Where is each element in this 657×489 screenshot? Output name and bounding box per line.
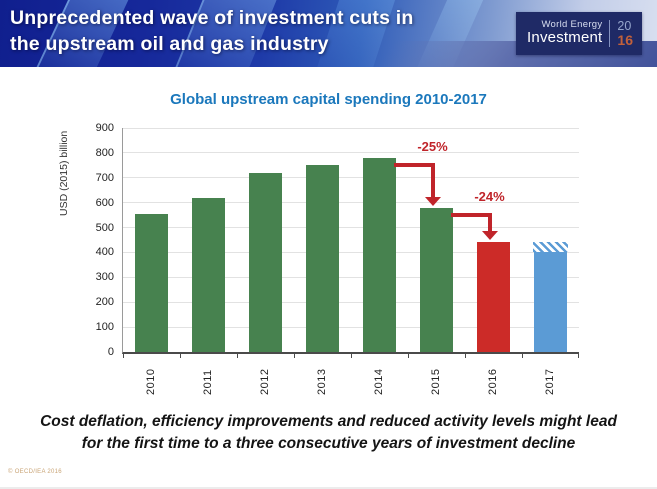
y-tick-0: 0 [107,346,114,358]
slide-title-line1: Unprecedented wave of investment cuts in [10,7,414,29]
y-tick-200: 200 [95,296,114,309]
x-tick-mark [465,353,466,358]
x-label-2010: 2010 [144,368,157,395]
gridline-200 [123,301,579,303]
gridline-300 [123,276,579,278]
x-tick-mark [351,353,352,358]
logo-year-bottom: 16 [617,31,633,48]
bar-2012 [249,172,282,352]
bar-2016 [477,242,510,352]
y-axis-ticks: 0 100 200 300 400 500 600 700 800 900 [78,122,114,358]
x-tick-mark [294,353,295,358]
x-tick-mark [522,353,523,358]
bar-2011 [192,197,225,352]
y-tick-900: 900 [95,122,114,134]
takeaway-line1: Cost deflation, efficiency improvements … [40,413,617,430]
x-tick-mark [408,353,409,358]
x-label-2015: 2015 [429,368,442,395]
hatched-range-2017 [533,242,568,253]
logo-year: 20 16 [617,18,633,48]
bar-2017 [534,252,567,352]
x-label-2013: 2013 [315,368,328,395]
chart-title: Global upstream capital spending 2010-20… [170,91,487,108]
x-label-2017: 2017 [543,368,556,395]
takeaway-line2: for the first time to a three consecutiv… [81,435,576,452]
gridline-900 [123,127,579,129]
header-decoration [411,0,489,67]
bar-2014 [363,157,396,352]
logo-brand: World Energy Investment [527,19,603,47]
x-tick-mark [123,353,124,358]
slide-title: Unprecedented wave of investment cuts in… [10,6,414,58]
annotation-arrowhead-1 [481,231,498,241]
gridline-100 [123,326,579,328]
gridline-800 [123,152,579,154]
annotation-arrow-horizontal-0 [394,162,435,167]
y-tick-800: 800 [95,146,114,159]
logo-brand-line1: World Energy [541,19,603,31]
gridline-400 [123,251,579,253]
annotation-label-1: -24% [474,188,505,204]
y-tick-100: 100 [95,321,114,334]
world-energy-investment-logo: World Energy Investment 20 16 [516,12,642,55]
x-tick-mark [237,353,238,358]
y-tick-700: 700 [95,171,114,184]
x-label-2016: 2016 [486,368,499,395]
plot-area: 2010 2011 2012 2013 2014 2015 2016 2017 -25% -24% [122,127,579,395]
bar-2013 [306,165,339,352]
y-tick-600: 600 [95,196,114,209]
x-label-2012: 2012 [258,368,271,395]
annotation-arrow-horizontal-1 [451,212,492,217]
slide-title-line2: the upstream oil and gas industry [10,32,329,55]
gridline-700 [123,177,579,179]
x-label-2014: 2014 [372,368,385,395]
y-tick-300: 300 [95,271,114,284]
logo-brand-line2: Investment [527,29,603,47]
logo-divider [609,20,611,47]
x-tick-mark [578,353,579,358]
y-tick-500: 500 [95,221,114,234]
annotation-arrowhead-0 [424,196,441,206]
y-tick-400: 400 [95,246,114,259]
gridline-500 [123,227,579,229]
gridline-600 [123,202,579,204]
annotation-arrow-vertical-1 [487,212,492,232]
x-label-2011: 2011 [201,369,214,395]
annotation-label-0: -25% [417,138,448,154]
y-axis-label: USD (2015) billion [58,130,70,216]
logo-year-top: 20 [617,18,632,33]
x-tick-mark [180,353,181,358]
bar-2010 [135,213,168,352]
bar-2015 [420,207,453,352]
slide-header: Unprecedented wave of investment cuts in… [0,0,657,67]
annotation-arrow-vertical-0 [430,162,435,197]
copyright-notice: © OECD/IEA 2016 [8,469,62,475]
takeaway-message: Cost deflation, efficiency improvements … [0,411,657,455]
